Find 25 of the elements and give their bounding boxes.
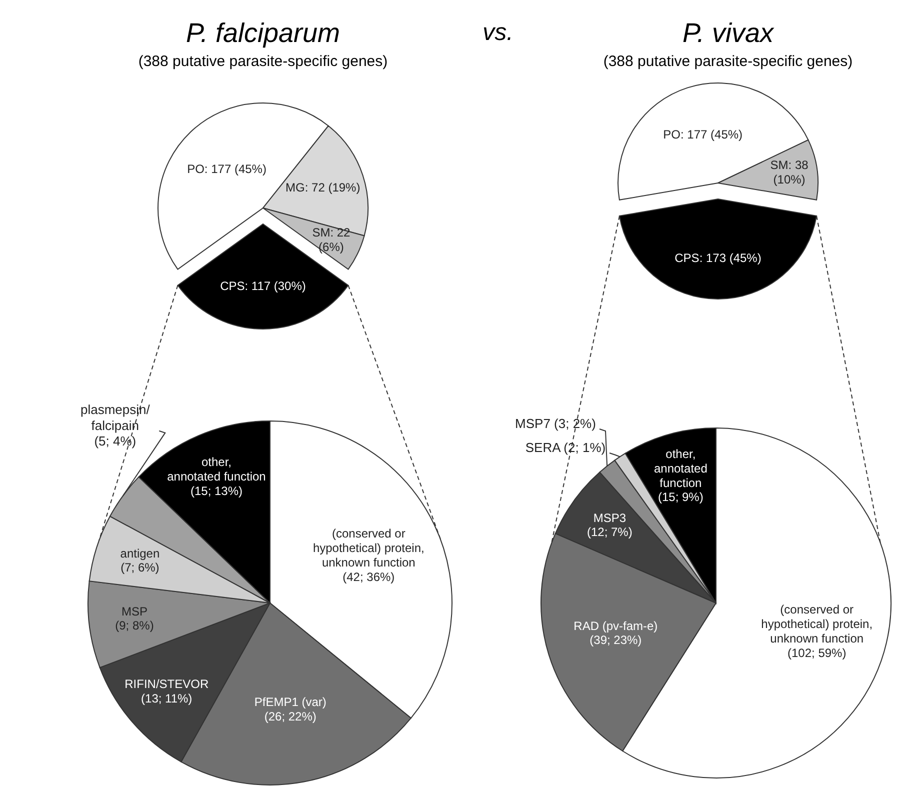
- slice-label: other, annotated function (15; 13%): [167, 455, 266, 498]
- slice-label: MSP3 (12; 7%): [586, 511, 632, 540]
- slice-label: PO: 177 (45%): [663, 128, 743, 142]
- chart-title: P. vivax: [682, 18, 776, 48]
- slice-label: plasmepsin/ falcipain (5; 4%): [80, 402, 150, 449]
- slice-label: SERA (2; 1%): [525, 440, 606, 456]
- slice-label: PfEMP1 (var) (26; 22%): [254, 695, 326, 724]
- slice-label: PO: 177 (45%): [187, 162, 266, 176]
- slice-label: (conserved or hypothetical) protein, unknown function (42; 36%): [312, 526, 424, 584]
- slice-label: SM: 22 (6%): [312, 226, 351, 254]
- slice-label: (conserved or hypothetical) protein, unknown function (102; 59%): [761, 602, 873, 660]
- chart-subtitle: (388 putative parasite-specific genes): [603, 53, 853, 70]
- slice-label: other, annotated function (15; 9%): [654, 447, 708, 504]
- slice-label: CPS: 117 (30%): [220, 279, 306, 294]
- slice-label: antigen (7; 6%): [120, 546, 160, 575]
- slice-label: MSP7 (3; 2%): [515, 416, 596, 432]
- slice-label: RIFIN/STEVOR (13; 11%): [124, 677, 209, 706]
- slice-label: RAD (pv-fam-e) (39; 23%): [574, 618, 658, 648]
- slice-label: MSP (9; 8%): [115, 604, 154, 633]
- slice-label: CPS: 173 (45%): [674, 251, 762, 266]
- chart-subtitle: (388 putative parasite-specific genes): [138, 53, 388, 70]
- chart-title: P. falciparum: [186, 18, 340, 48]
- slice-label: SM: 38 (10%): [770, 158, 809, 186]
- text: vs.: [482, 19, 514, 46]
- slice-label: MG: 72 (19%): [286, 180, 360, 195]
